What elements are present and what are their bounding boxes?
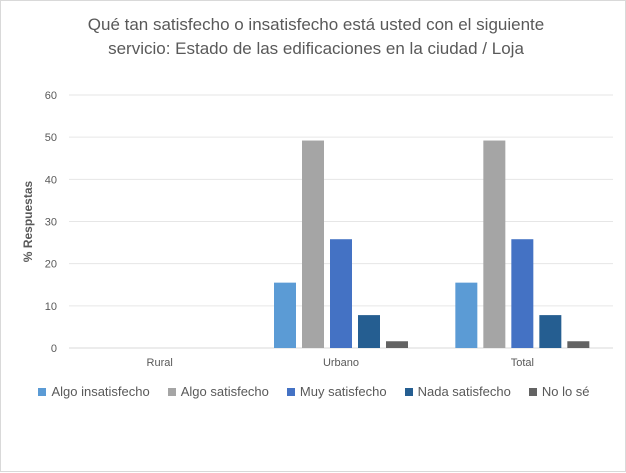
y-tick-label: 40 — [45, 174, 57, 186]
chart-title: Qué tan satisfecho o insatisfecho está u… — [87, 15, 545, 58]
legend-swatch — [528, 387, 537, 396]
bar-no-lo-s- — [567, 341, 590, 348]
legend-swatch — [167, 387, 176, 396]
y-tick-label: 50 — [45, 132, 57, 144]
legend-label: Algo insatisfecho — [51, 384, 150, 399]
bar-algo-satisfecho — [302, 140, 324, 348]
y-tick-label: 20 — [45, 259, 57, 271]
y-axis-label: % Respuestas — [21, 180, 35, 262]
y-tick-label: 60 — [45, 90, 57, 102]
legend-label: Muy satisfecho — [299, 384, 387, 399]
legend-item: Muy satisfecho — [286, 384, 387, 399]
legend-label: No lo sé — [541, 384, 590, 399]
y-tick-label: 0 — [51, 343, 57, 355]
x-tick-label: Urbano — [323, 357, 359, 369]
legend-item: Algo satisfecho — [167, 384, 269, 399]
y-tick-label: 10 — [45, 301, 57, 313]
legend-swatch — [38, 387, 47, 396]
legend-label: Algo satisfecho — [180, 384, 269, 399]
bar-muy-satisfecho — [511, 239, 534, 348]
legend-swatch — [286, 387, 295, 396]
bar-muy-satisfecho — [330, 239, 352, 348]
legend-item: Algo insatisfecho — [38, 384, 150, 399]
bar-nada-satisfecho — [539, 315, 562, 348]
legend-swatch — [404, 387, 413, 396]
y-tick-label: 30 — [45, 217, 57, 229]
x-tick-label: Total — [511, 357, 534, 369]
bar-nada-satisfecho — [358, 315, 380, 348]
legend-item: Nada satisfecho — [404, 384, 511, 399]
legend-item: No lo sé — [528, 384, 590, 399]
bar-algo-satisfecho — [483, 140, 506, 348]
bar-no-lo-s- — [386, 341, 408, 348]
bar-algo-insatisfecho — [274, 282, 296, 348]
bar-algo-insatisfecho — [455, 282, 478, 348]
legend: Algo insatisfecho Algo satisfecho Muy sati… — [1, 384, 626, 399]
x-tick-label: Rural — [147, 357, 173, 369]
legend-label: Nada satisfecho — [417, 384, 511, 399]
